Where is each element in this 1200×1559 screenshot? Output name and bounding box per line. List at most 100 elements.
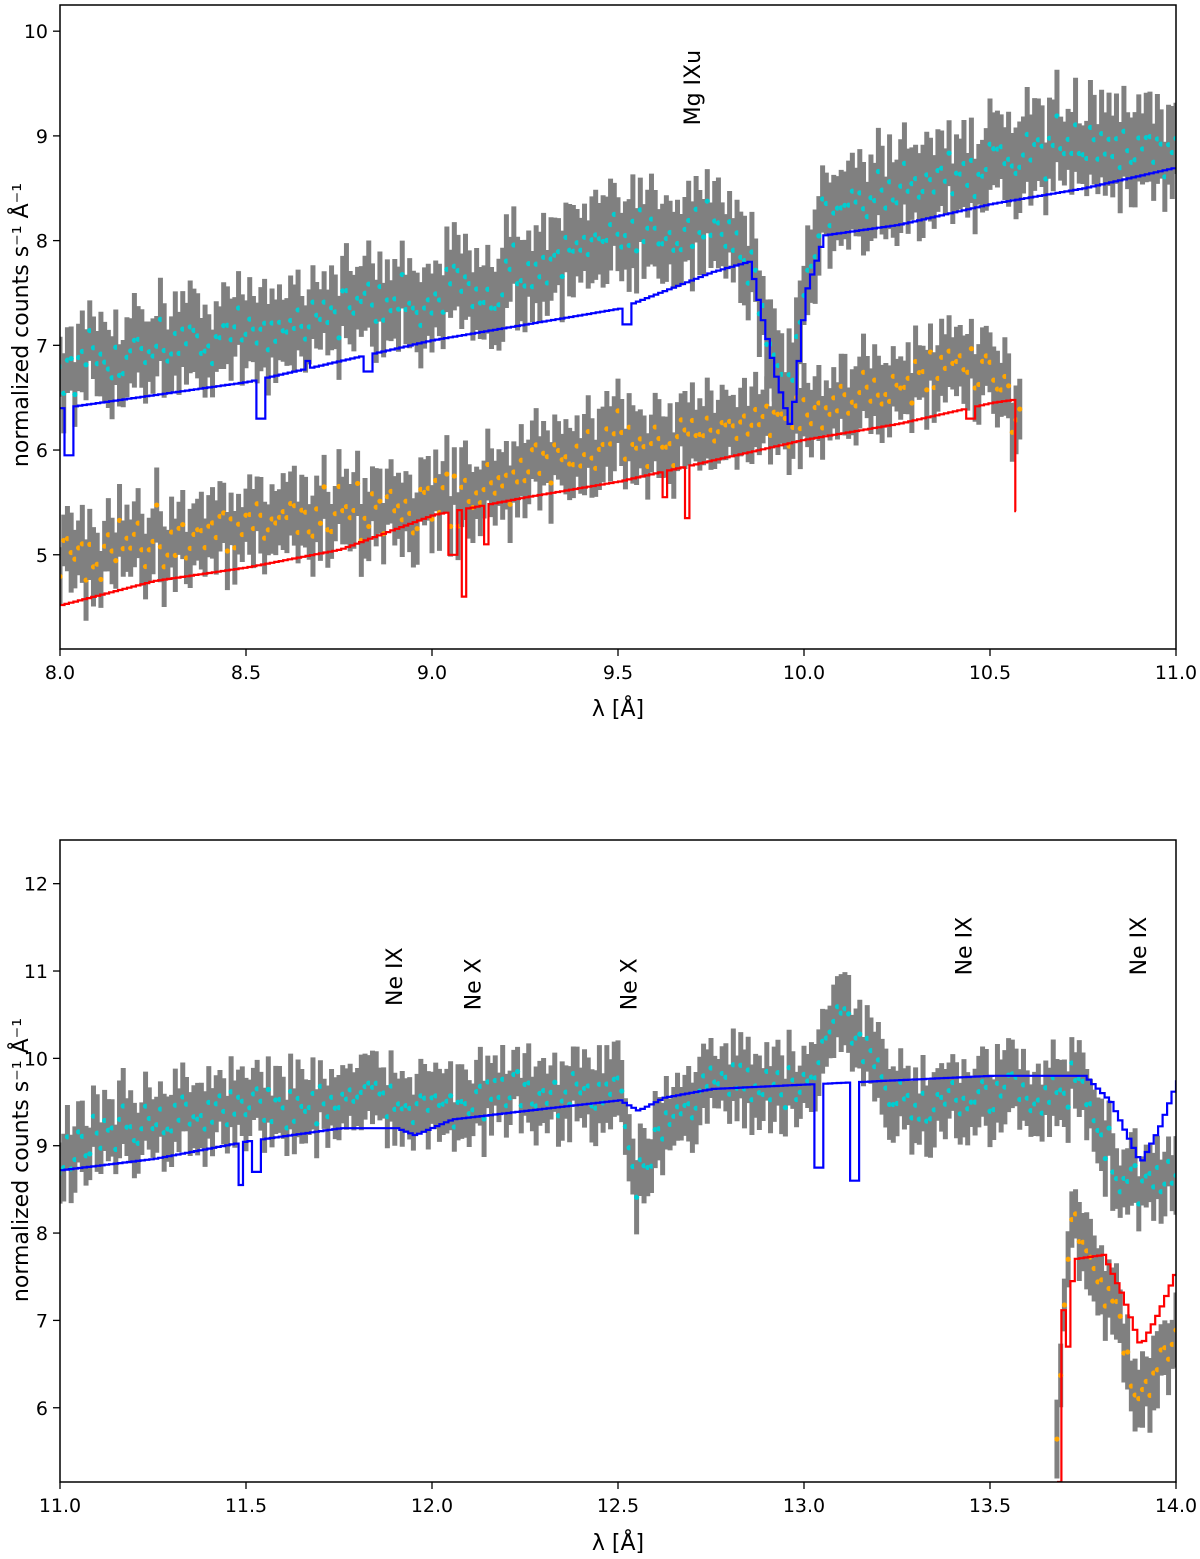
data-point <box>224 548 230 554</box>
data-point <box>634 248 640 254</box>
x-tick-label: 12.5 <box>597 1495 639 1517</box>
top-x-axis-label: λ [Å] <box>592 695 644 722</box>
data-point <box>634 1194 640 1200</box>
data-point <box>444 471 450 477</box>
data-point <box>514 1068 521 1075</box>
top-panel: 8.0 8.5 9.0 9.5 10.0 10.5 11.0 5 6 7 8 9 10 λ [Å] n… <box>7 4 1197 722</box>
bottom-x-axis-label: λ [Å] <box>592 1529 644 1556</box>
y-tick-label: 6 <box>36 440 48 462</box>
data-point <box>314 1121 320 1127</box>
data-point <box>816 233 822 239</box>
x-tick-label: 9.0 <box>417 662 447 684</box>
x-tick-label: 11.5 <box>225 1495 267 1517</box>
data-point <box>1132 1162 1138 1169</box>
data-point <box>559 273 565 280</box>
y-tick-label: 5 <box>36 545 48 567</box>
data-point <box>857 1031 863 1037</box>
model-line-red <box>1057 1253 1176 1482</box>
x-tick-label: 11.0 <box>39 1495 81 1517</box>
model-line-blue <box>60 1074 1176 1187</box>
model-line-blue <box>60 167 1176 457</box>
data-point <box>98 576 104 583</box>
line-annotation: Ne IX <box>1127 917 1152 976</box>
y-tick-label: 10 <box>24 1048 48 1070</box>
data-point <box>548 480 554 486</box>
data-point <box>1054 1436 1060 1442</box>
x-tick-label: 8.5 <box>231 662 261 684</box>
data-point <box>481 1116 487 1122</box>
line-annotation: Ne X <box>618 958 643 1010</box>
bottom-y-axis-label: normalized counts s⁻¹ Å⁻¹ <box>7 1018 34 1302</box>
data-point <box>355 480 361 487</box>
line-annotation: Ne IX <box>383 947 408 1006</box>
data-point <box>782 1104 789 1111</box>
y-tick-label: 9 <box>36 126 48 148</box>
x-tick-label: 12.0 <box>411 1495 453 1517</box>
data-point <box>113 558 119 564</box>
top-plot-area <box>60 69 1176 621</box>
top-x-ticks: 8.0 8.5 9.0 9.5 10.0 10.5 11.0 <box>45 649 1197 684</box>
data-point <box>507 501 513 507</box>
top-annotations: Mg IXu <box>681 50 706 125</box>
bottom-x-ticks: 11.0 11.5 12.0 12.5 13.0 13.5 14.0 <box>39 1482 1197 1517</box>
x-tick-label: 10.0 <box>783 662 825 684</box>
data-point <box>68 355 74 362</box>
data-points-layer <box>60 69 1176 621</box>
data-point <box>689 243 696 249</box>
data-point <box>83 362 89 368</box>
model-layer <box>60 167 1176 607</box>
data-point <box>154 502 160 508</box>
bottom-plot-area <box>60 972 1176 1482</box>
data-point <box>1017 406 1023 412</box>
data-point <box>451 473 457 479</box>
y-tick-label: 11 <box>24 961 48 983</box>
data-point <box>1102 1155 1108 1162</box>
data-point <box>448 1093 454 1099</box>
x-tick-label: 13.5 <box>969 1495 1011 1517</box>
x-tick-label: 9.5 <box>603 662 633 684</box>
y-tick-label: 7 <box>36 335 48 357</box>
x-tick-label: 13.0 <box>783 1495 825 1517</box>
data-point <box>619 1088 625 1094</box>
data-point <box>924 387 930 393</box>
bottom-panel: 11.0 11.5 12.0 12.5 13.0 13.5 14.0 6789101112 … <box>7 839 1197 1556</box>
data-point <box>1106 1125 1112 1131</box>
data-point <box>72 391 78 398</box>
x-tick-label: 10.5 <box>969 662 1011 684</box>
data-point <box>414 526 420 532</box>
data-point <box>1117 1313 1123 1319</box>
y-tick-label: 9 <box>36 1136 48 1158</box>
model-line-red <box>60 398 1017 607</box>
y-tick-label: 8 <box>36 1223 48 1245</box>
x-tick-label: 11.0 <box>1155 662 1197 684</box>
data-point <box>946 150 952 156</box>
line-annotation: Mg IXu <box>681 50 706 125</box>
line-annotation: Ne IX <box>952 917 977 976</box>
data-point <box>1061 1302 1067 1308</box>
data-point <box>180 521 186 528</box>
line-annotation: Ne X <box>461 958 486 1010</box>
data-point <box>909 400 915 406</box>
model-layer <box>60 1074 1176 1482</box>
data-point <box>1065 1256 1071 1262</box>
data-point <box>87 1151 93 1157</box>
data-point <box>1065 1104 1071 1110</box>
bottom-y-ticks: 6 7 8 9 10 11 12 <box>24 874 60 1420</box>
y-tick-label: 6 <box>36 1398 48 1420</box>
data-point <box>265 1086 271 1093</box>
data-point <box>317 520 323 526</box>
data-point <box>1006 383 1012 389</box>
y-tick-label: 7 <box>36 1310 48 1332</box>
data-point <box>366 523 372 530</box>
top-y-axis-label: normalized counts s⁻¹ Å⁻¹ <box>7 183 34 467</box>
data-point <box>700 234 707 240</box>
data-point <box>552 1079 558 1085</box>
y-tick-label: 12 <box>24 874 48 896</box>
bottom-axes-frame <box>59 839 1177 1483</box>
data-point <box>377 498 383 504</box>
data-point <box>336 335 342 341</box>
x-tick-label: 8.0 <box>45 662 75 684</box>
top-y-ticks: 5 6 7 8 9 10 <box>24 21 60 567</box>
x-tick-label: 14.0 <box>1155 1495 1197 1517</box>
